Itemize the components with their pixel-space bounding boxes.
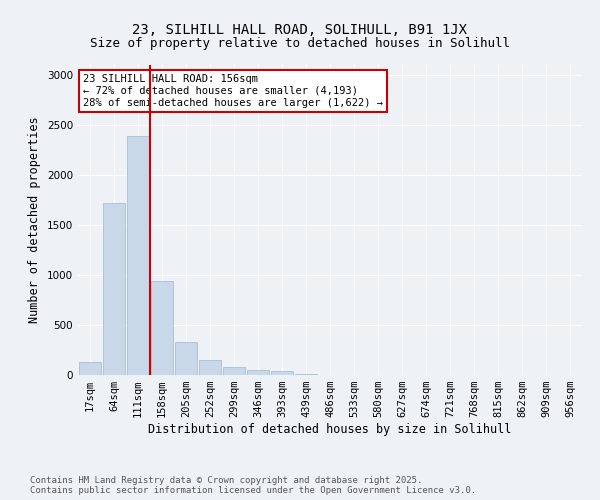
Text: Contains HM Land Registry data © Crown copyright and database right 2025.
Contai: Contains HM Land Registry data © Crown c… (30, 476, 476, 495)
Bar (295, 374, 317, 375)
Text: 23, SILHILL HALL ROAD, SOLIHULL, B91 1JX: 23, SILHILL HALL ROAD, SOLIHULL, B91 1JX (133, 22, 467, 36)
Bar (199, 360, 221, 375)
Bar (127, 136, 149, 375)
Bar (151, 281, 173, 375)
Bar (271, 371, 293, 375)
Bar (223, 367, 245, 375)
Y-axis label: Number of detached properties: Number of detached properties (28, 116, 41, 324)
X-axis label: Distribution of detached houses by size in Solihull: Distribution of detached houses by size … (148, 423, 512, 436)
Text: 23 SILHILL HALL ROAD: 156sqm
← 72% of detached houses are smaller (4,193)
28% of: 23 SILHILL HALL ROAD: 156sqm ← 72% of de… (83, 74, 383, 108)
Bar (79, 362, 101, 375)
Bar (247, 370, 269, 375)
Bar (103, 203, 125, 375)
Text: Size of property relative to detached houses in Solihull: Size of property relative to detached ho… (90, 38, 510, 51)
Bar (319, 374, 341, 375)
Bar (175, 342, 197, 375)
